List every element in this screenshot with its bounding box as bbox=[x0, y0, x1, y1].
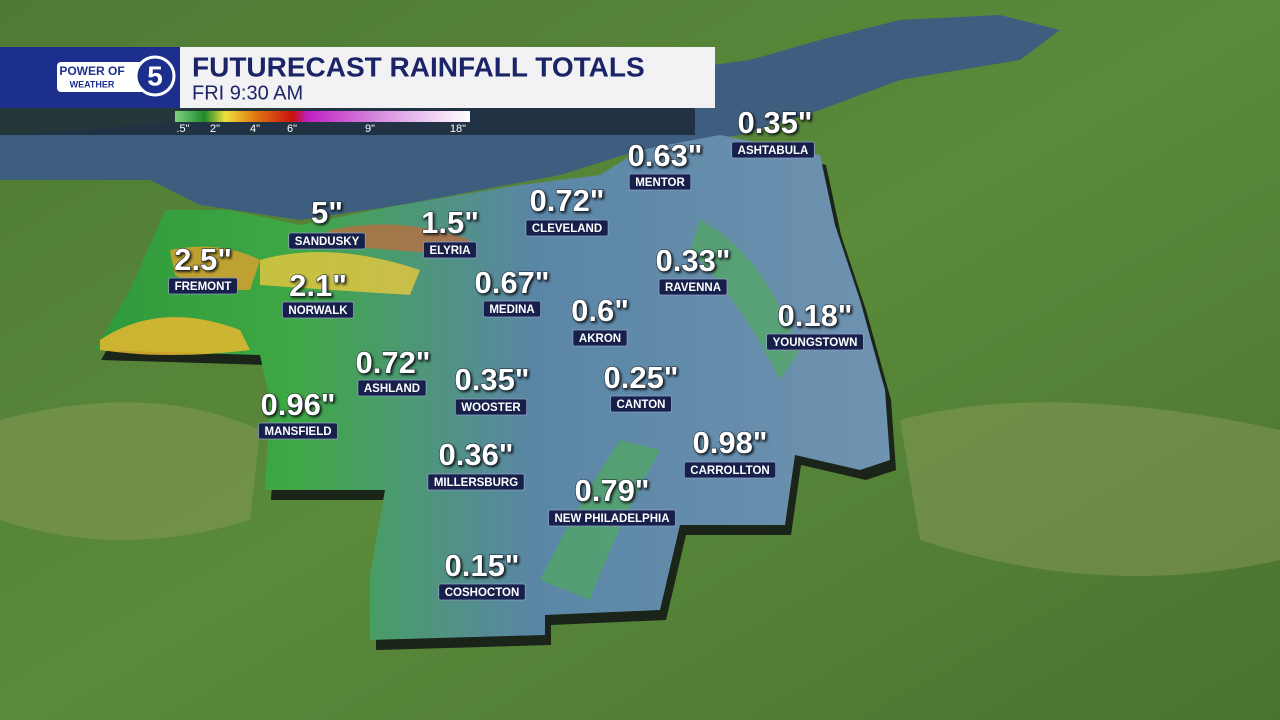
rainfall-total: 0.63" bbox=[627, 138, 702, 173]
city-name: YOUNGSTOWN bbox=[773, 337, 858, 349]
logo-number: 5 bbox=[147, 60, 163, 91]
city-tag bbox=[288, 232, 366, 250]
city-tag bbox=[683, 461, 777, 479]
city-tag bbox=[454, 398, 528, 416]
rainfall-total: 0.6" bbox=[571, 293, 629, 328]
rainfall-total: 0.96" bbox=[260, 387, 335, 422]
rainfall-total: 0.36" bbox=[438, 437, 513, 472]
rainfall-total: 1.5" bbox=[421, 205, 479, 240]
rainfall-total: 2.1" bbox=[289, 268, 347, 303]
title-bar bbox=[180, 47, 715, 108]
city-tag bbox=[628, 173, 692, 191]
logo-badge bbox=[134, 55, 176, 97]
city-tag bbox=[281, 301, 355, 319]
city-tag bbox=[610, 395, 672, 413]
city-tag bbox=[572, 329, 628, 347]
city-name: AKRON bbox=[579, 333, 621, 345]
rainfall-total: 5" bbox=[311, 195, 343, 230]
rainfall-total: 0.33" bbox=[655, 243, 730, 278]
rainfall-total: 0.35" bbox=[454, 362, 529, 397]
city-name: NORWALK bbox=[288, 305, 348, 317]
legend-label: 2" bbox=[210, 123, 220, 135]
rainfall-total: 0.72" bbox=[355, 345, 430, 380]
logo-plate bbox=[57, 62, 157, 92]
city-tag bbox=[766, 333, 864, 351]
city-name: CANTON bbox=[617, 399, 666, 411]
title: FUTURECAST RAINFALL TOTALS bbox=[192, 51, 645, 82]
city-tag bbox=[438, 583, 526, 601]
rainfall-total: 0.18" bbox=[777, 298, 852, 333]
city-tag bbox=[525, 219, 609, 237]
city-name: ASHLAND bbox=[364, 383, 420, 395]
city-name: RAVENNA bbox=[665, 282, 721, 294]
terrain bbox=[0, 402, 1280, 576]
city-tag bbox=[731, 141, 815, 159]
rainfall-total: 0.72" bbox=[529, 183, 604, 218]
city-tag bbox=[357, 379, 427, 397]
city-name: MEDINA bbox=[489, 304, 534, 316]
city-name: COSHOCTON bbox=[445, 587, 520, 599]
legend-label: 9" bbox=[365, 123, 375, 135]
rainfall-total: 0.25" bbox=[603, 360, 678, 395]
city-name: MENTOR bbox=[635, 177, 685, 189]
city-name: ASHTABULA bbox=[738, 145, 809, 157]
city-name: MILLERSBURG bbox=[434, 477, 518, 489]
city-name: NEW PHILADELPHIA bbox=[555, 513, 670, 525]
city-tag bbox=[423, 241, 477, 259]
subtitle: FRI 9:30 AM bbox=[192, 82, 303, 104]
city-tag bbox=[548, 509, 676, 527]
logo-top: POWER OF bbox=[59, 64, 124, 78]
city-tag bbox=[427, 473, 525, 491]
legend-label: .5" bbox=[176, 123, 189, 135]
city-name: FREMONT bbox=[175, 281, 232, 293]
legend-label: 18" bbox=[450, 123, 466, 135]
city-name: ELYRIA bbox=[429, 245, 470, 257]
rainfall-total: 0.15" bbox=[444, 548, 519, 583]
city-tag bbox=[658, 278, 728, 296]
city-name: MANSFIELD bbox=[264, 426, 331, 438]
heavy-rain bbox=[260, 252, 420, 295]
city-tag bbox=[482, 300, 542, 318]
rainfall-total: 0.98" bbox=[692, 425, 767, 460]
rainfall-total: 0.67" bbox=[474, 265, 549, 300]
city-tag bbox=[258, 422, 338, 440]
heavy-rain bbox=[100, 317, 250, 355]
city-name: WOOSTER bbox=[461, 402, 521, 414]
city-name: SANDUSKY bbox=[295, 236, 360, 248]
rainfall-total: 0.35" bbox=[737, 105, 812, 140]
city-name: CLEVELAND bbox=[532, 223, 602, 235]
city-tag bbox=[168, 277, 238, 295]
rainfall-total: 2.5" bbox=[174, 242, 232, 277]
legend-label: 6" bbox=[287, 123, 297, 135]
city-name: CARROLLTON bbox=[690, 465, 769, 477]
moderate-rain bbox=[540, 220, 800, 600]
legend-scale bbox=[175, 111, 470, 122]
rainfall-total: 0.79" bbox=[574, 473, 649, 508]
legend-label: 4" bbox=[250, 123, 260, 135]
logo-bottom: WEATHER bbox=[70, 79, 115, 89]
